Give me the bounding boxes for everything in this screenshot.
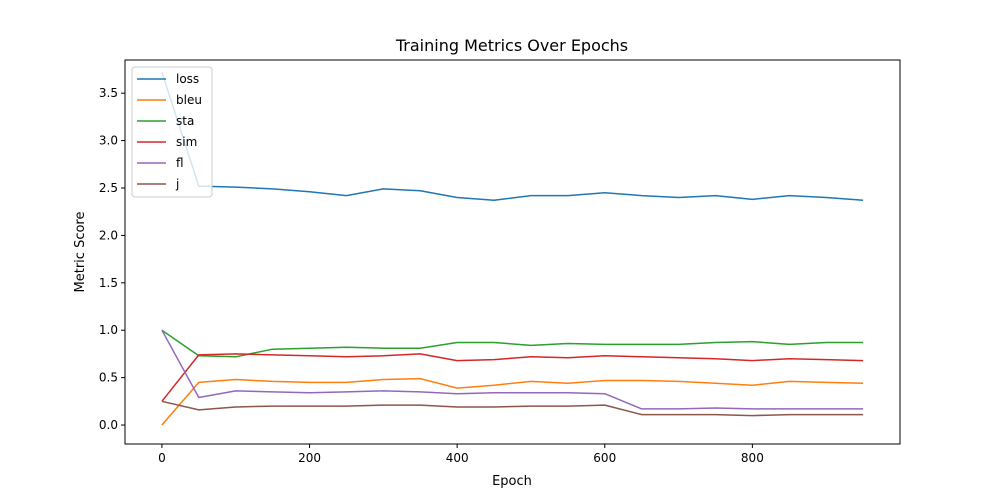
series-line-sta — [161, 329, 864, 358]
x-tick-label: 400 — [446, 451, 469, 465]
legend-box — [131, 66, 213, 198]
series-line-bleu — [161, 377, 864, 426]
legend-label-fl: fl — [176, 156, 184, 170]
y-tick-label: 3.5 — [99, 86, 118, 100]
y-axis-ticks: 0.0 0.5 1.0 1.5 2.0 2.5 3.0 3.5 — [99, 86, 125, 432]
x-axis-ticks: 0 200 400 600 800 — [158, 444, 764, 465]
chart-title: Training Metrics Over Epochs — [395, 36, 628, 55]
y-tick-label: 3.0 — [99, 134, 118, 148]
legend-label-sim: sim — [176, 135, 197, 149]
y-tick-label: 0.0 — [99, 418, 118, 432]
series-line-loss — [161, 72, 864, 202]
legend-label-bleu: bleu — [176, 93, 202, 107]
y-axis-label: Metric Score — [73, 212, 88, 293]
series-lines — [161, 72, 864, 426]
x-axis-label: Epoch — [492, 474, 532, 489]
series-line-sim — [161, 353, 864, 402]
y-tick-label: 0.5 — [99, 371, 118, 385]
x-tick-label: 600 — [593, 451, 616, 465]
legend-label-j: j — [175, 177, 179, 191]
series-line-j — [161, 400, 864, 417]
x-tick-label: 0 — [158, 451, 166, 465]
x-tick-label: 800 — [741, 451, 764, 465]
legend: loss bleu sta sim fl j — [131, 66, 213, 198]
legend-label-loss: loss — [176, 72, 199, 86]
x-tick-label: 200 — [298, 451, 321, 465]
y-tick-label: 1.0 — [99, 323, 118, 337]
series-line-fl — [161, 329, 864, 410]
y-tick-label: 2.0 — [99, 228, 118, 242]
plot-area-frame — [124, 59, 901, 445]
y-tick-label: 2.5 — [99, 181, 118, 195]
legend-label-sta: sta — [176, 114, 194, 128]
y-tick-label: 1.5 — [99, 276, 118, 290]
